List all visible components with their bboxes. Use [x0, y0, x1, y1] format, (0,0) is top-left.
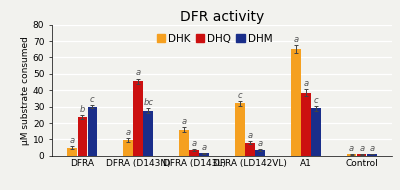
Text: c: c: [314, 96, 318, 105]
Bar: [88, 107, 97, 156]
Legend: DHK, DHQ, DHM: DHK, DHQ, DHM: [152, 30, 277, 48]
Text: c: c: [238, 91, 242, 100]
Bar: [291, 49, 300, 156]
Title: DFR activity: DFR activity: [180, 10, 264, 24]
Text: b: b: [80, 105, 85, 114]
Text: a: a: [202, 142, 207, 152]
Bar: [235, 103, 245, 156]
Text: a: a: [349, 144, 354, 153]
Text: a: a: [293, 35, 298, 44]
Text: a: a: [136, 68, 141, 78]
Y-axis label: μM substrate consumed: μM substrate consumed: [21, 36, 30, 145]
Bar: [301, 93, 310, 156]
Text: a: a: [369, 143, 374, 153]
Bar: [311, 108, 321, 156]
Bar: [245, 143, 255, 156]
Text: a: a: [182, 117, 186, 126]
Bar: [255, 150, 265, 156]
Bar: [189, 150, 199, 156]
Bar: [347, 154, 356, 156]
Text: c: c: [90, 95, 95, 104]
Bar: [144, 111, 153, 156]
Bar: [199, 153, 209, 156]
Bar: [68, 148, 77, 156]
Bar: [134, 81, 143, 156]
Bar: [78, 117, 87, 156]
Text: a: a: [258, 139, 262, 148]
Text: a: a: [192, 139, 197, 148]
Bar: [367, 154, 376, 156]
Text: a: a: [303, 79, 308, 88]
Bar: [123, 140, 133, 156]
Bar: [357, 154, 366, 156]
Text: a: a: [70, 136, 75, 145]
Text: a: a: [359, 144, 364, 153]
Text: a: a: [126, 128, 131, 137]
Text: a: a: [247, 131, 252, 140]
Text: bc: bc: [143, 98, 153, 107]
Bar: [179, 130, 189, 156]
